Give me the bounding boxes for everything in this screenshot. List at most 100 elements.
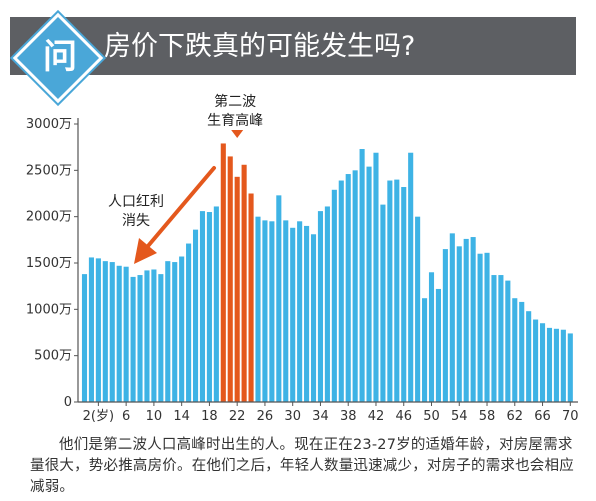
bar (310, 234, 317, 402)
bar (192, 229, 199, 402)
bar (123, 266, 129, 402)
bar (213, 206, 219, 402)
bar (81, 274, 88, 402)
bar (539, 323, 546, 402)
bar (498, 275, 504, 402)
bar (560, 329, 566, 402)
y-tick-label: 0 (64, 395, 72, 410)
bar (199, 211, 206, 402)
bar (484, 252, 490, 402)
x-tick-label: 6 (122, 409, 130, 424)
bar (380, 204, 386, 402)
bar (553, 328, 559, 402)
bar (116, 265, 122, 402)
bar (394, 179, 400, 402)
y-tick-label: 1000万 (26, 302, 72, 317)
x-tick-label: 70 (562, 409, 579, 424)
bar (491, 275, 497, 402)
x-tick-label: 50 (423, 409, 440, 424)
bar (88, 257, 94, 402)
arrow-head-icon (134, 238, 157, 264)
bar (359, 149, 365, 402)
bar (546, 327, 553, 402)
bar (456, 246, 462, 402)
x-tick-label: 10 (146, 409, 163, 424)
bar (415, 216, 421, 402)
bar (387, 180, 393, 402)
x-tick-label: 46 (395, 409, 412, 424)
bar-highlight (241, 164, 247, 402)
bar (276, 195, 282, 402)
x-tick-label: 62 (507, 409, 524, 424)
y-tick-label: 500万 (34, 349, 72, 364)
bar (151, 269, 157, 402)
x-tick-label: 66 (534, 409, 551, 424)
bar (526, 311, 532, 402)
x-tick-label: 30 (284, 409, 301, 424)
bar (519, 301, 525, 402)
bar (109, 262, 115, 402)
bar (505, 280, 511, 402)
bar (477, 253, 483, 402)
bar (567, 333, 573, 402)
bar (331, 189, 337, 402)
y-tick-label: 2000万 (26, 210, 72, 225)
population-bar-chart: 0 500万 1000万 1500万 2000万 2500万 3000万 2(岁) 6 10 14 1… (26, 93, 579, 424)
bar (158, 274, 164, 402)
bar (373, 152, 379, 402)
dividend-label: 人口红利 (108, 194, 164, 210)
y-tick-label: 3000万 (26, 117, 72, 132)
bar (442, 249, 448, 402)
bar (186, 243, 192, 402)
bar-highlight (220, 143, 226, 402)
x-tick-label: 18 (201, 409, 218, 424)
bar (345, 174, 351, 402)
bar (95, 258, 101, 402)
bar (422, 298, 428, 402)
bar (165, 261, 171, 402)
bar (533, 319, 539, 402)
bar (428, 272, 435, 402)
x-tick-label: 2(岁) (83, 409, 114, 424)
bar (130, 276, 136, 402)
bar-highlight (248, 193, 254, 402)
x-tick-label: 54 (451, 409, 468, 424)
bar (435, 288, 441, 402)
bar (317, 211, 324, 402)
bar (324, 206, 330, 402)
y-tick-label: 2500万 (26, 163, 72, 178)
page-title: 房价下跌真的可能发生吗? (104, 31, 416, 62)
bar (172, 262, 178, 402)
second-wave-label: 生育高峰 (207, 112, 263, 129)
x-tick-label: 38 (340, 409, 357, 424)
bar (512, 298, 518, 402)
arrow-shaft (146, 166, 216, 248)
bar (366, 166, 372, 402)
x-tick-label: 42 (368, 409, 385, 424)
x-tick-label: 14 (173, 409, 190, 424)
bar (269, 221, 275, 402)
bar (283, 220, 289, 402)
bar (470, 237, 476, 402)
x-tick-label: 34 (312, 409, 329, 424)
title-banner: 问 (10, 12, 576, 104)
bar (338, 180, 344, 402)
bar (179, 256, 185, 402)
question-icon: 问 (43, 37, 77, 77)
x-tick-label: 26 (257, 409, 274, 424)
second-wave-marker-icon (231, 130, 244, 138)
bar (408, 152, 414, 402)
dividend-label: 消失 (122, 213, 150, 229)
x-tick-label: 58 (479, 409, 496, 424)
bar (449, 233, 455, 402)
bar (262, 220, 268, 402)
bar-highlight (227, 156, 233, 402)
bar (144, 270, 150, 402)
second-wave-label: 第二波 (214, 93, 256, 110)
bar (401, 187, 407, 402)
bar (137, 275, 143, 402)
bar (297, 221, 303, 402)
bar-highlight (234, 176, 240, 402)
bar (304, 225, 310, 402)
chart-caption: 他们是第二波人口高峰时出生的人。现在正在23-27岁的适婚年龄，对房屋需求量很大… (30, 437, 574, 495)
